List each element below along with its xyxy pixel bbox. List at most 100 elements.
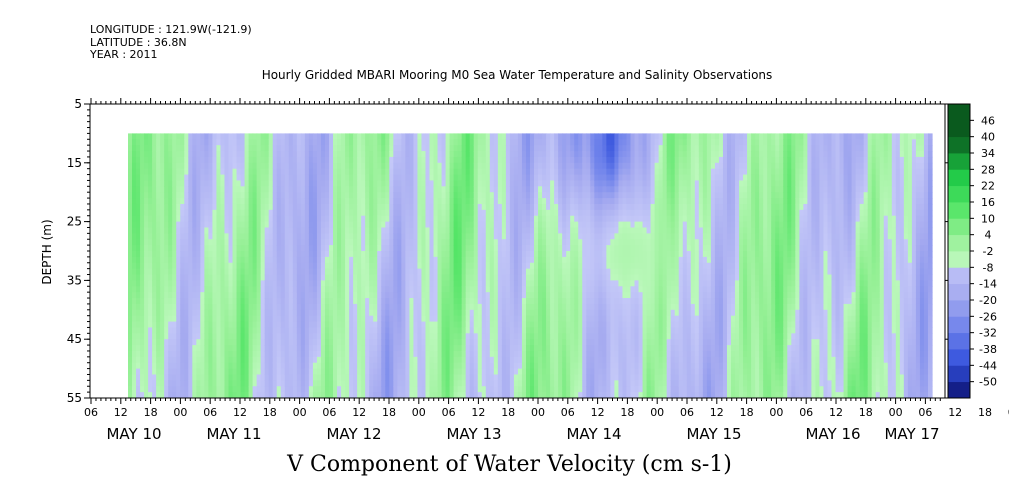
heatmap-cell (296, 245, 302, 252)
heatmap-cell (304, 168, 310, 176)
heatmap-cell (449, 180, 455, 187)
heatmap-cell (128, 168, 133, 176)
heatmap-cell (188, 374, 193, 381)
heatmap-cell (409, 251, 415, 258)
heatmap-cell (373, 168, 378, 176)
heatmap-cell (240, 145, 246, 152)
heatmap-cell (425, 292, 431, 299)
heatmap-cell (417, 321, 423, 329)
heatmap-cell (345, 168, 350, 176)
heatmap-cell (148, 139, 153, 146)
heatmap-cell (160, 139, 165, 146)
heatmap-cell (401, 174, 406, 182)
heatmap-cell (188, 286, 193, 293)
heatmap-cell (361, 151, 366, 158)
heatmap-cell (345, 333, 350, 340)
heatmap-cell (558, 233, 563, 240)
heatmap-cell (216, 162, 222, 170)
heatmap-cell (497, 345, 503, 352)
heatmap-cell (393, 233, 398, 240)
heatmap-cell (280, 239, 286, 246)
heatmap-cell (525, 380, 531, 387)
heatmap-cell (216, 180, 222, 187)
heatmap-cell (381, 180, 386, 187)
heatmap-cell (497, 262, 503, 270)
heatmap-cell (240, 239, 246, 246)
heatmap-cell (152, 227, 157, 234)
heatmap-cell (136, 186, 141, 193)
heatmap-cell (473, 221, 479, 229)
heatmap-cell (397, 203, 402, 211)
heatmap-cell (216, 303, 222, 311)
heatmap-cell (252, 203, 258, 211)
heatmap-cell (196, 251, 201, 258)
heatmap-cell (292, 233, 298, 240)
heatmap-cell (220, 303, 226, 311)
heatmap-cell (385, 145, 390, 152)
heatmap-cell (405, 356, 410, 364)
heatmap-cell (284, 368, 290, 376)
heatmap-cell (276, 274, 282, 281)
heatmap-cell (501, 203, 507, 211)
heatmap-cell (369, 292, 374, 299)
heatmap-cell (296, 215, 302, 223)
heatmap-cell (433, 362, 439, 370)
heatmap-cell (413, 392, 419, 398)
heatmap-cell (224, 298, 230, 305)
heatmap-cell (449, 162, 455, 170)
heatmap-cell (441, 256, 447, 264)
heatmap-cell (176, 380, 181, 387)
heatmap-cell (248, 350, 254, 358)
heatmap-cell (517, 151, 523, 158)
heatmap-cell (244, 168, 250, 176)
heatmap-cell (558, 133, 563, 140)
heatmap-cell (192, 315, 197, 323)
heatmap-cell (248, 192, 254, 199)
heatmap-cell (132, 362, 137, 370)
heatmap-cell (550, 256, 555, 264)
heatmap-cell (469, 280, 475, 287)
heatmap-cell (457, 186, 463, 193)
heatmap-cell (136, 280, 141, 287)
heatmap-cell (333, 168, 338, 176)
heatmap-cell (489, 292, 495, 299)
heatmap-cell (168, 256, 173, 264)
heatmap-cell (409, 227, 415, 234)
heatmap-cell (357, 292, 362, 299)
heatmap-cell (176, 162, 181, 170)
heatmap-cell (457, 256, 463, 264)
heatmap-cell (240, 233, 246, 240)
heatmap-cell (316, 156, 322, 164)
heatmap-cell (132, 239, 137, 246)
heatmap-cell (204, 280, 209, 287)
heatmap-cell (224, 256, 230, 264)
heatmap-cell (212, 251, 218, 258)
heatmap-cell (228, 362, 234, 370)
heatmap-cell (513, 309, 519, 317)
heatmap-cell (252, 298, 258, 305)
heatmap-cell (208, 192, 214, 199)
heatmap-cell (288, 268, 294, 276)
heatmap-cell (397, 245, 402, 252)
heatmap-cell (256, 286, 262, 293)
heatmap-cell (136, 151, 141, 158)
heatmap-cell (550, 221, 555, 229)
heatmap-cell (373, 309, 378, 317)
heatmap-cell (509, 186, 515, 193)
heatmap-cell (212, 368, 218, 376)
heatmap-cell (473, 356, 479, 364)
heatmap-cell (570, 321, 575, 329)
heatmap-cell (509, 239, 515, 246)
heatmap-cell (312, 309, 318, 317)
heatmap-cell (497, 221, 503, 229)
heatmap-cell (433, 321, 439, 329)
heatmap-cell (357, 280, 362, 287)
heatmap-cell (373, 298, 378, 305)
heatmap-cell (453, 327, 459, 334)
heatmap-cell (184, 139, 189, 146)
heatmap-cell (156, 280, 161, 287)
heatmap-cell (429, 233, 435, 240)
heatmap-cell (397, 256, 402, 264)
heatmap-cell (312, 274, 318, 281)
heatmap-cell (554, 333, 559, 340)
